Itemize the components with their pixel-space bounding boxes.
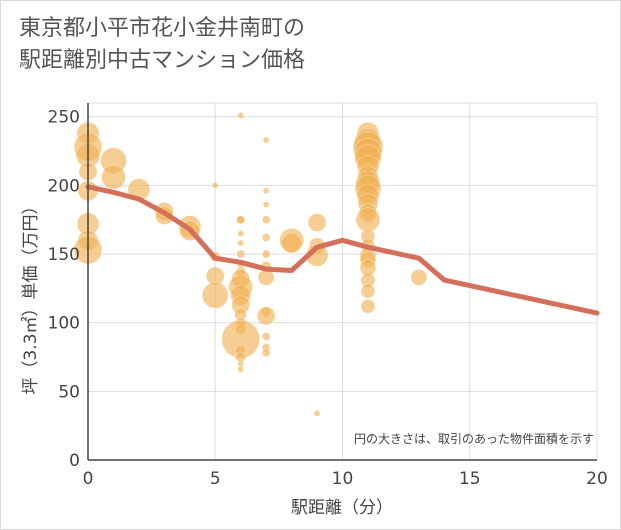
bubble-point	[262, 201, 270, 208]
bubble-point	[261, 249, 271, 259]
bubble-point	[256, 306, 276, 326]
y-tick-label: 100	[48, 314, 80, 334]
y-tick-label: 0	[69, 451, 80, 471]
x-axis-label: 駅距離（分）	[291, 498, 393, 518]
bubble-point	[281, 232, 302, 254]
bubble-point	[360, 283, 376, 299]
bubble-point	[261, 348, 271, 358]
bubble-point	[313, 410, 321, 417]
bubble-point	[307, 213, 327, 232]
x-tick-label: 20	[586, 469, 608, 489]
y-tick-label: 250	[48, 108, 80, 128]
bubble-point	[237, 230, 244, 237]
x-tick-label: 15	[459, 469, 481, 489]
y-tick-label: 50	[58, 382, 80, 402]
bubble-point	[261, 215, 271, 225]
bubble-point	[201, 281, 229, 309]
bubble-point	[236, 215, 245, 225]
bubble-point	[211, 182, 219, 189]
chart-title-line-2: 駅距離別中古マンション価格	[19, 48, 306, 73]
bubble-point	[236, 249, 245, 259]
trend-line-layer	[85, 184, 600, 316]
bubble-point	[237, 360, 244, 368]
x-tick-label: 10	[332, 469, 354, 489]
y-tick-label: 200	[48, 176, 80, 196]
x-tick-label: 5	[210, 469, 221, 489]
trend-line	[85, 184, 600, 316]
bubble-point	[237, 239, 244, 247]
axes	[87, 103, 597, 461]
bubble-point	[262, 187, 270, 195]
bubble-point	[235, 351, 246, 363]
bubble-point	[360, 298, 376, 314]
chart-title-line-1: 東京都小平市花小金井南町の	[19, 16, 306, 41]
y-tick-label: 150	[48, 245, 80, 265]
bubble-size-note: 円の大きさは、取引のあった物件面積を示す	[354, 431, 594, 446]
bubble-point	[237, 366, 244, 373]
chart-title: 東京都小平市花小金井南町の 駅距離別中古マンション価格	[19, 13, 305, 77]
x-tick-label: 0	[83, 469, 94, 489]
y-axis-label: 坪（3.3㎡）単価（万円）	[21, 197, 41, 394]
bubble-point	[410, 269, 428, 286]
bubble-point	[261, 233, 271, 242]
bubble-point	[262, 136, 270, 144]
grid-lines	[87, 102, 598, 461]
bubble-point	[355, 207, 381, 233]
bubble-point	[101, 164, 126, 190]
bubble-point	[237, 112, 244, 119]
bubble-point	[261, 332, 271, 341]
